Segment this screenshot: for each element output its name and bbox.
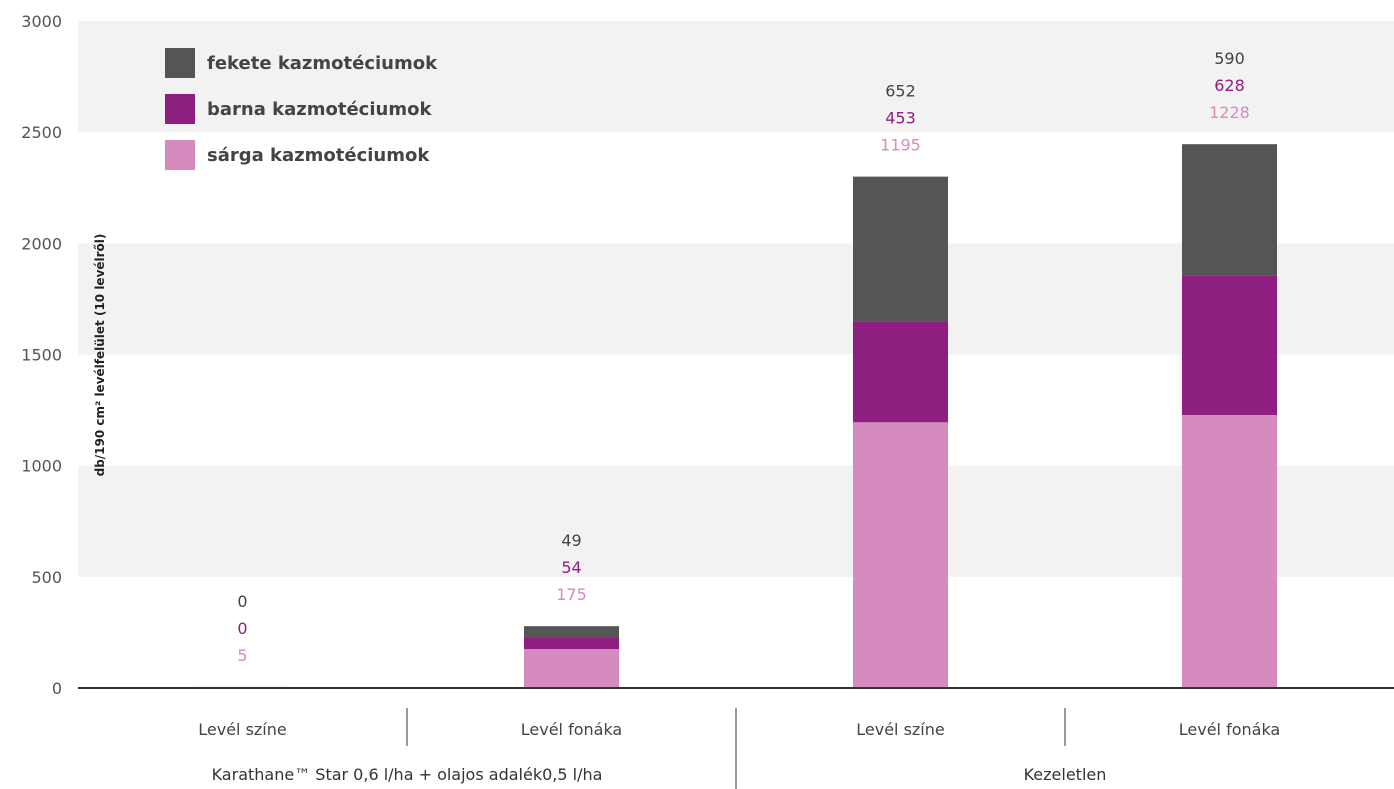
bar-segment: [853, 422, 948, 688]
bar-segment: [853, 321, 948, 423]
bar-segment: [524, 649, 619, 688]
bar-segment: [1182, 275, 1277, 415]
legend: fekete kazmotéciumok barna kazmotéciumok s…: [165, 48, 438, 170]
data-label: 1195: [880, 136, 921, 155]
legend-label: sárga kazmotéciumok: [207, 145, 430, 166]
legend-swatch: [165, 94, 195, 124]
y-tick-label: 1000: [21, 457, 62, 476]
y-tick-label: 1500: [21, 346, 62, 365]
category-dividers: [406, 708, 1066, 789]
y-tick-label: 2000: [21, 234, 62, 253]
x-axis-categories: Levél színe Levél fonáka Levél színe Levél …: [198, 720, 1280, 739]
legend-swatch: [165, 48, 195, 78]
data-label: 1228: [1209, 103, 1250, 122]
y-axis-label: db/190 cm² levélfelület (10 levélről): [93, 234, 107, 477]
legend-label: barna kazmotéciumok: [207, 99, 432, 120]
x-category-label: Levél színe: [198, 720, 286, 739]
data-label: 49: [561, 531, 581, 550]
x-axis-groups: Karathane™ Star 0,6 l/ha + olajos adalék…: [212, 765, 1107, 784]
data-label: 5: [237, 646, 247, 665]
bars: [195, 144, 1277, 688]
legend-swatch: [165, 140, 195, 170]
data-label: 590: [1214, 49, 1245, 68]
y-tick-label: 2500: [21, 123, 62, 142]
grid-band: [78, 465, 1394, 577]
y-tick-label: 500: [31, 568, 62, 587]
data-label: 175: [556, 585, 587, 604]
x-category-label: Levél fonáka: [1179, 720, 1280, 739]
data-labels: 0 0 5 49 54 175 652 453 1195 590 628 1228: [237, 49, 1249, 665]
bar-segment: [524, 637, 619, 650]
y-tick-label: 3000: [21, 12, 62, 31]
bar-segment: [524, 626, 619, 638]
x-category-label: Levél színe: [856, 720, 944, 739]
bar-segment: [1182, 414, 1277, 688]
y-tick-label: 0: [52, 679, 62, 698]
data-label: 628: [1214, 76, 1245, 95]
data-label: 0: [237, 619, 247, 638]
x-category-label: Levél fonáka: [521, 720, 622, 739]
grid-band: [78, 21, 1394, 133]
bar-segment: [1182, 144, 1277, 276]
legend-label: fekete kazmotéciumok: [207, 53, 438, 74]
bar-segment: [853, 176, 948, 322]
x-group-label: Karathane™ Star 0,6 l/ha + olajos adalék…: [212, 765, 603, 784]
data-label: 0: [237, 592, 247, 611]
x-group-label: Kezeletlen: [1024, 765, 1107, 784]
grid-band: [78, 243, 1394, 355]
data-label: 453: [885, 109, 916, 128]
data-label: 54: [561, 558, 581, 577]
data-label: 652: [885, 82, 916, 101]
grid-bands: [78, 21, 1394, 577]
y-axis-ticks: 0 500 1000 1500 2000 2500 3000: [21, 12, 62, 698]
